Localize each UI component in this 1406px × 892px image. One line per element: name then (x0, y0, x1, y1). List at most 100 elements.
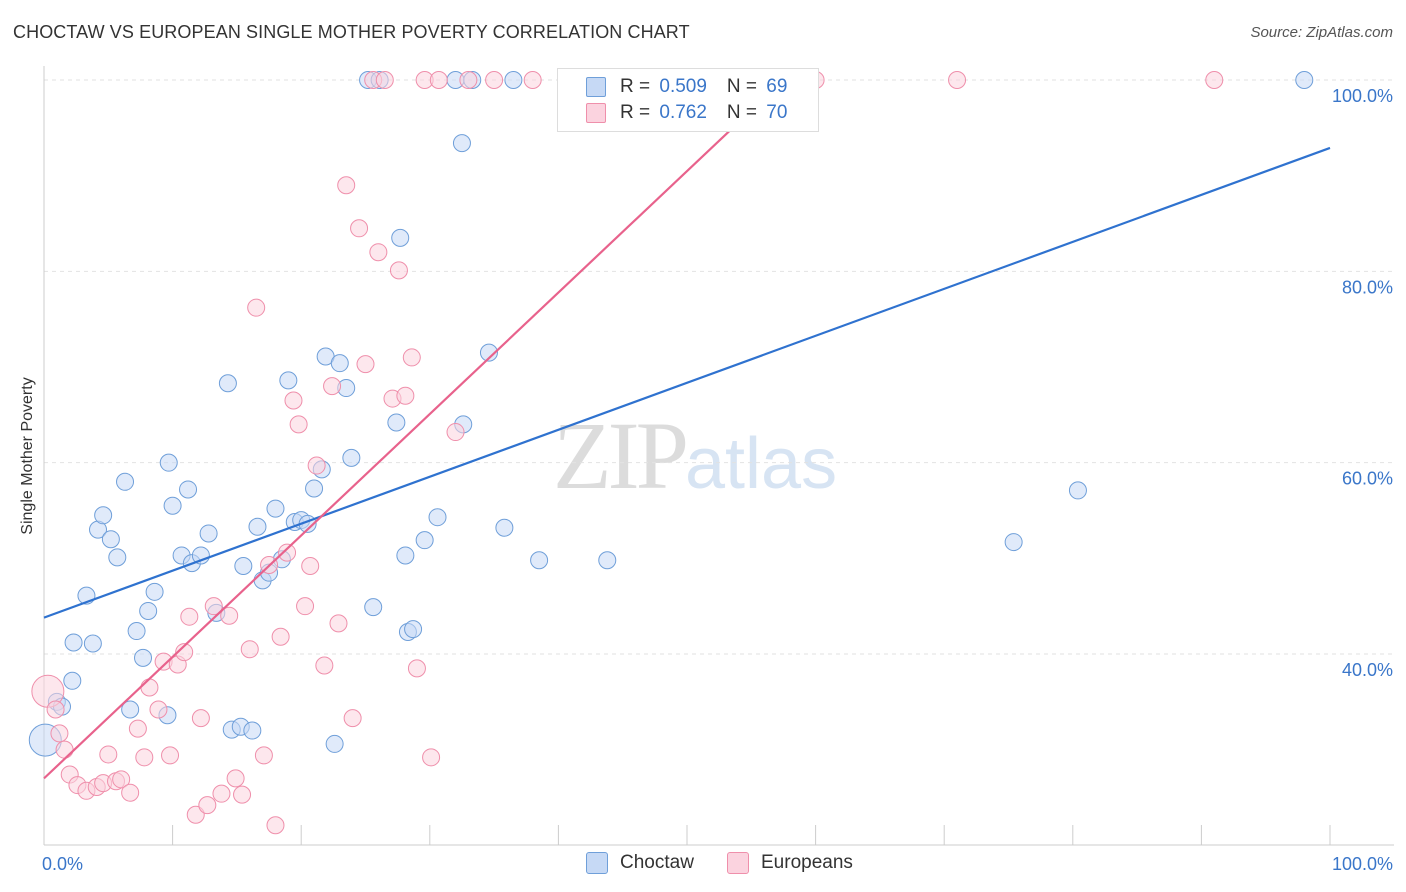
data-point-choctaw (121, 700, 140, 719)
data-point-choctaw (199, 524, 218, 543)
data-point-europeans (121, 783, 140, 802)
tick-labels: 40.0% 60.0% 80.0% 100.0% 0.0% 100.0% (42, 86, 1393, 874)
data-point-choctaw (452, 134, 471, 153)
europeans-swatch (586, 103, 606, 123)
data-point-choctaw (234, 556, 253, 575)
data-point-europeans (429, 71, 448, 89)
data-point-europeans (289, 415, 308, 434)
legend-label-choctaw: Choctaw (620, 852, 694, 873)
data-point-choctaw (163, 496, 182, 515)
n-label: N = (726, 102, 763, 123)
data-point-choctaw (139, 601, 158, 620)
europeans-swatch (727, 852, 749, 874)
data-point-europeans (198, 796, 217, 815)
data-point-europeans (212, 784, 231, 803)
data-point-europeans (140, 678, 159, 697)
data-point-choctaw (266, 499, 285, 518)
series-choctaw (28, 71, 1314, 757)
data-point-europeans (128, 719, 147, 738)
choctaw-swatch (586, 852, 608, 874)
data-point-europeans (422, 748, 441, 767)
data-point-europeans (254, 746, 273, 765)
data-point-europeans (50, 724, 69, 743)
data-point-europeans (175, 643, 194, 662)
data-point-europeans (112, 770, 131, 789)
data-point-choctaw (387, 413, 406, 432)
data-point-europeans (226, 769, 245, 788)
data-point-europeans (247, 298, 266, 317)
data-point-choctaw (305, 479, 324, 498)
r-value-europeans: 0.762 (659, 102, 707, 123)
data-point-europeans (407, 659, 426, 678)
trend-lines (43, 79, 1331, 780)
data-point-choctaw (495, 518, 514, 537)
data-point-europeans (233, 785, 252, 804)
data-point-europeans (278, 543, 297, 562)
data-point-europeans (301, 556, 320, 575)
data-point-europeans (149, 700, 168, 719)
data-point-europeans (271, 627, 290, 646)
data-point-choctaw (598, 551, 617, 570)
data-point-europeans (55, 740, 74, 759)
data-point-europeans (220, 606, 239, 625)
data-point-choctaw (1295, 71, 1314, 89)
data-point-choctaw (63, 671, 82, 690)
data-point-choctaw (248, 517, 267, 536)
data-point-europeans (284, 391, 303, 410)
data-point-europeans (389, 261, 408, 280)
data-point-choctaw (94, 506, 113, 525)
data-point-choctaw (330, 354, 349, 373)
data-point-choctaw (504, 71, 523, 89)
data-point-choctaw (108, 548, 127, 567)
data-point-europeans (296, 597, 315, 616)
data-point-choctaw (127, 622, 146, 641)
r-value-choctaw: 0.509 (659, 76, 707, 97)
data-point-choctaw (342, 448, 361, 467)
data-point-europeans (948, 71, 967, 89)
data-point-choctaw (1004, 533, 1023, 552)
chart-source: Source: ZipAtlas.com (1250, 24, 1393, 41)
y-axis-label: Single Mother Poverty (19, 377, 36, 535)
data-point-choctaw (364, 598, 383, 617)
data-point-choctaw (83, 634, 102, 653)
data-point-europeans (485, 71, 504, 89)
data-point-choctaw (134, 648, 153, 667)
data-point-europeans (240, 640, 259, 659)
legend-item-choctaw[interactable]: Choctaw (586, 852, 694, 874)
legend-stats: R = 0.509 N = 69 R = 0.762 N = 70 (557, 68, 819, 132)
legend-row-choctaw: R = 0.509 N = 69 (586, 74, 787, 100)
data-point-europeans (369, 243, 388, 262)
data-point-europeans (329, 614, 348, 633)
legend-item-europeans[interactable]: Europeans (727, 852, 853, 874)
x-tick-label: 100.0% (1332, 854, 1393, 874)
data-point-europeans (99, 745, 118, 764)
data-point-europeans (396, 386, 415, 405)
data-point-choctaw (391, 228, 410, 247)
n-label: N = (726, 76, 763, 97)
data-point-europeans (161, 746, 180, 765)
data-point-choctaw (325, 734, 344, 753)
data-point-europeans (135, 748, 154, 767)
data-point-choctaw (116, 472, 135, 491)
y-tick-label: 40.0% (1342, 660, 1393, 680)
data-point-choctaw (404, 620, 423, 639)
y-tick-label: 60.0% (1342, 469, 1393, 489)
data-point-europeans (356, 355, 375, 374)
r-label: R = (620, 76, 656, 97)
trend-line-choctaw (43, 146, 1331, 619)
data-point-choctaw (64, 633, 83, 652)
data-point-europeans (459, 71, 478, 89)
chart-title: CHOCTAW VS EUROPEAN SINGLE MOTHER POVERT… (13, 22, 690, 42)
data-point-choctaw (396, 546, 415, 565)
data-point-europeans (307, 456, 326, 475)
data-point-choctaw (428, 508, 447, 527)
axes (43, 66, 1394, 846)
y-tick-label: 100.0% (1332, 86, 1393, 106)
data-point-choctaw (415, 531, 434, 550)
data-point-europeans (402, 348, 421, 367)
data-point-choctaw (179, 480, 198, 499)
data-point-europeans (337, 176, 356, 195)
legend-label-europeans: Europeans (761, 852, 853, 873)
data-point-europeans (375, 71, 394, 89)
data-point-choctaw (159, 453, 178, 472)
